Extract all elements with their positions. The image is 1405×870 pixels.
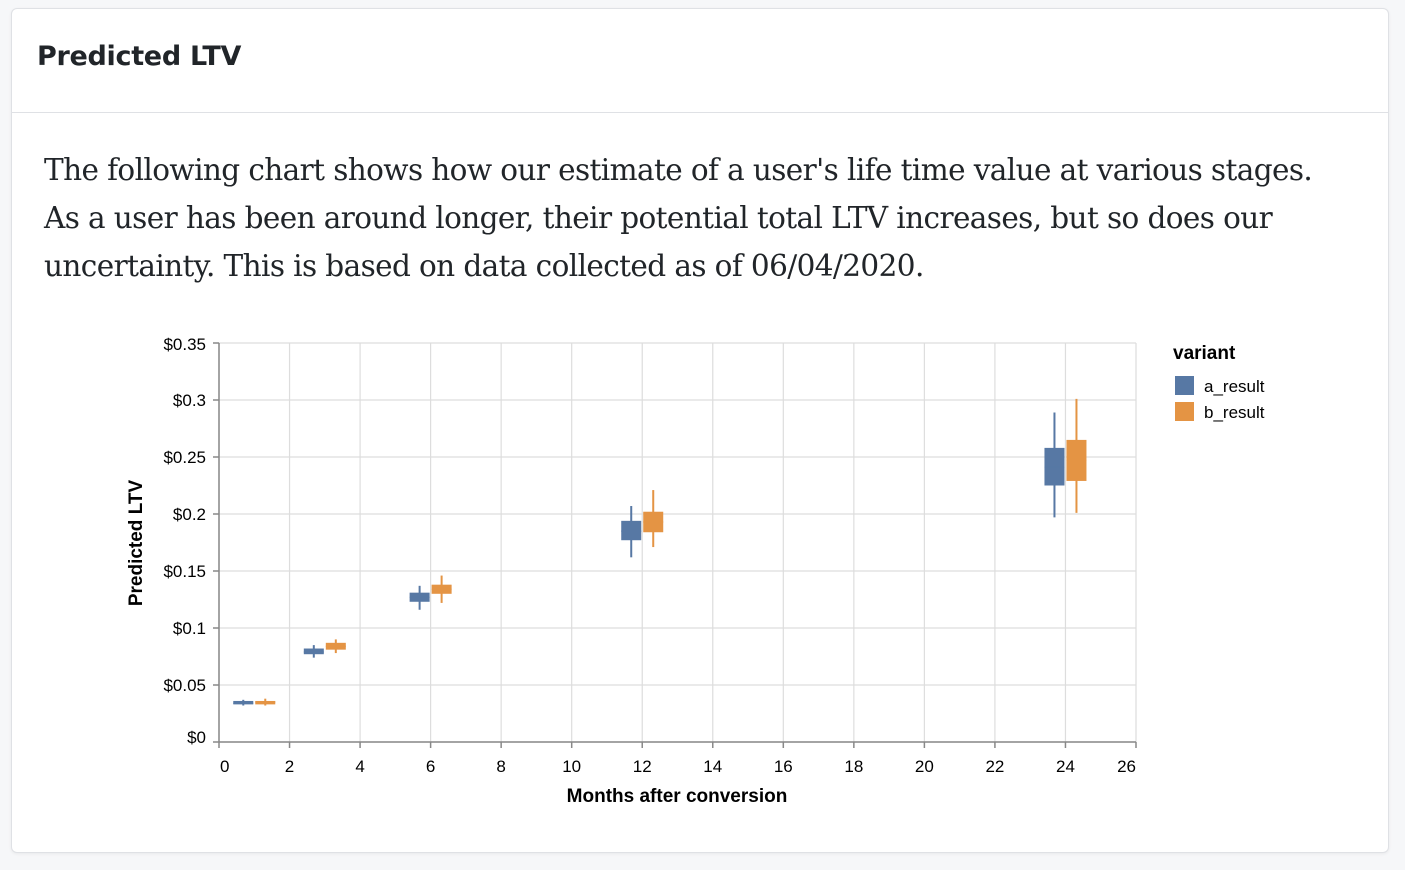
- b_result-box-month-3: [325, 639, 346, 654]
- b_result-box-month-24: [1066, 398, 1087, 513]
- box-marks: [233, 398, 1087, 706]
- axes: 0 2 4 6 8 10 12 14 16 18 20 22 24 26$0$0.05$0.1$0.15$…: [163, 335, 1137, 776]
- b_result-box-month-6: [431, 575, 452, 603]
- a_result-box-month-6: [409, 585, 430, 610]
- x-tick-label: 14: [703, 757, 722, 776]
- a_result-box-month-24: [1044, 412, 1065, 518]
- a_result-box-month-3: [303, 645, 324, 658]
- y-axis-title: Predicted LTV: [126, 480, 147, 607]
- box: [255, 700, 276, 705]
- x-tick-label: 2: [285, 757, 294, 776]
- box: [303, 648, 324, 655]
- legend-title: variant: [1173, 343, 1236, 364]
- y-tick-label: $0.15: [163, 562, 206, 581]
- y-tick-label: $0.3: [173, 391, 206, 410]
- b_result-box-month-12: [643, 490, 664, 548]
- legend: variant a_result b_result: [1173, 343, 1265, 422]
- x-tick-label: 16: [774, 757, 793, 776]
- b_result-box-month-1: [255, 698, 276, 706]
- a_result-box-month-1: [233, 699, 254, 706]
- y-tick-label: $0: [187, 728, 206, 747]
- x-tick-label: 24: [1056, 757, 1075, 776]
- x-tick-label: 12: [633, 757, 652, 776]
- y-tick-label: $0.1: [173, 619, 206, 638]
- legend-label-b_result: b_result: [1204, 403, 1265, 422]
- x-tick-label: 0: [220, 757, 229, 776]
- x-tick-label: 26: [1117, 757, 1136, 776]
- x-tick-label: 22: [985, 757, 1004, 776]
- card-body: The following chart shows how our estima…: [12, 113, 1388, 290]
- box: [1044, 447, 1065, 486]
- y-tick-label: $0.05: [163, 676, 206, 695]
- y-tick-label: $0.25: [163, 448, 206, 467]
- legend-swatch-b_result: [1175, 402, 1194, 421]
- box: [621, 520, 642, 541]
- x-tick-label: 18: [844, 757, 863, 776]
- card-title: Predicted LTV: [37, 41, 242, 72]
- grid-lines: [218, 342, 1137, 743]
- legend-swatch-a_result: [1175, 376, 1194, 395]
- y-tick-label: $0.2: [173, 505, 206, 524]
- predicted-ltv-card: Predicted LTV The following chart shows …: [11, 8, 1389, 853]
- x-tick-label: 6: [426, 757, 435, 776]
- a_result-box-month-12: [621, 506, 642, 558]
- chart-description: The following chart shows how our estima…: [44, 153, 1313, 283]
- x-tick-label: 4: [355, 757, 364, 776]
- x-tick-label: 20: [915, 757, 934, 776]
- box: [233, 700, 254, 705]
- card-header: Predicted LTV: [12, 9, 1388, 113]
- legend-label-a_result: a_result: [1204, 377, 1265, 396]
- x-axis-title: Months after conversion: [567, 786, 788, 807]
- y-tick-label: $0.35: [163, 335, 206, 354]
- x-tick-label: 10: [562, 757, 581, 776]
- x-tick-label: 8: [496, 757, 505, 776]
